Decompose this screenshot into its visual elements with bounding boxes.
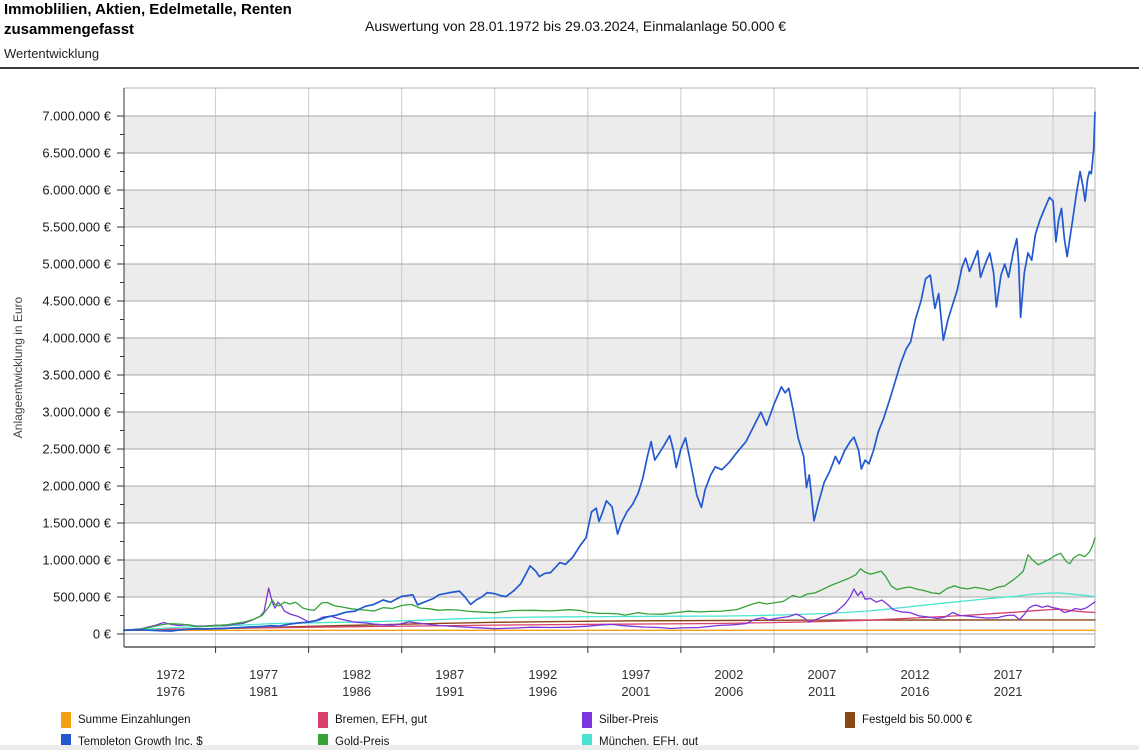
y-tick-label: 1.000.000 € [42, 553, 111, 568]
legend-label: Festgeld bis 50.000 € [862, 714, 972, 726]
x-tick-label-bottom: 2016 [901, 684, 930, 699]
x-tick-label-top: 2017 [994, 667, 1023, 682]
y-tick-label: 4.000.000 € [42, 331, 111, 346]
plot-bands [124, 116, 1095, 597]
plot-band [124, 338, 1095, 375]
x-tick-label-top: 1972 [156, 667, 185, 682]
legend-item-silber-preis: Silber-Preis [582, 712, 658, 728]
legend-swatch-summe-einzahlungen [61, 712, 71, 728]
series-line-gold-preis [123, 537, 1096, 631]
legend-item-summe-einzahlungen: Summe Einzahlungen [61, 712, 191, 728]
plot-band [124, 190, 1095, 227]
x-tick-label-bottom: 1991 [435, 684, 464, 699]
plot-band [124, 116, 1095, 153]
x-tick-label-top: 2012 [901, 667, 930, 682]
y-axis-title: Anlageentwicklung in Euro [11, 296, 25, 438]
evaluation-range-text: Auswertung von 28.01.1972 bis 29.03.2024… [365, 18, 787, 34]
page-title-line2: zusammengefasst [4, 21, 135, 38]
y-tick-label: 6.000.000 € [42, 183, 111, 198]
x-tick-label-top: 1997 [621, 667, 650, 682]
y-tick-label: 1.500.000 € [42, 516, 111, 531]
y-tick-label: 2.500.000 € [42, 442, 111, 457]
page-subtitle: Wertentwicklung [4, 46, 100, 61]
y-tick-label: 500.000 € [53, 590, 112, 605]
x-tick-label-bottom: 2011 [808, 684, 836, 699]
y-tick-label: 5.000.000 € [42, 257, 111, 272]
legend-item-festgeld-bis-50000: Festgeld bis 50.000 € [845, 712, 972, 728]
y-axis: 0 € 500.000 € 1.000.000 € 1.500.000 € 2.000.… [11, 88, 125, 647]
series-line-bremen-efh-gut [123, 608, 1096, 631]
page-title-line1: Immoblilien, Aktien, Edelmetalle, Renten [4, 1, 292, 18]
legend-swatch-gold-preis [318, 734, 328, 750]
plot-band [124, 412, 1095, 449]
plot-band [124, 264, 1095, 301]
x-tick-label-top: 1987 [435, 667, 464, 682]
x-tick-label-bottom: 1976 [156, 684, 185, 699]
legend-swatch-festgeld-bis-50000 [845, 712, 855, 728]
y-tick-label: 3.000.000 € [42, 405, 111, 420]
legend-label: Bremen, EFH, gut [335, 714, 428, 726]
x-tick-label-top: 2002 [714, 667, 743, 682]
x-tick-label-bottom: 1981 [249, 684, 278, 699]
series-line-muenchen-efh-gut [123, 592, 1096, 631]
header-divider [0, 67, 1139, 69]
y-tick-label: 4.500.000 € [42, 294, 111, 309]
x-tick-label-top: 2007 [807, 667, 836, 682]
series-lines [123, 111, 1096, 632]
x-tick-label-bottom: 2006 [714, 684, 743, 699]
x-tick-label-bottom: 2001 [621, 684, 650, 699]
y-tick-label: 2.000.000 € [42, 479, 111, 494]
vertical-gridlines [215, 88, 1054, 647]
y-tick-label: 5.500.000 € [42, 220, 111, 235]
y-tick-label: 3.500.000 € [42, 368, 111, 383]
y-tick-label: 6.500.000 € [42, 146, 111, 161]
x-tick-label-top: 1977 [249, 667, 278, 682]
plot-band [124, 560, 1095, 597]
legend-swatch-bremen-efh-gut [318, 712, 328, 728]
legend-swatch-templeton-growth-inc [61, 734, 71, 750]
legend-swatch-muenchen-efh-gut [582, 734, 592, 750]
x-tick-label-top: 1982 [342, 667, 371, 682]
horizontal-gridlines [124, 115, 1095, 635]
legend-item-bremen-efh-gut: Bremen, EFH, gut [318, 712, 427, 728]
bottom-strip [0, 745, 1139, 750]
legend-label: Silber-Preis [599, 714, 659, 726]
x-tick-label-bottom: 2021 [994, 684, 1023, 699]
x-axis: 1972 1976 1977 1981 1982 1986 1987 1991 1992 1996… [124, 646, 1095, 699]
legend-label: Summe Einzahlungen [78, 714, 191, 726]
series-line-templeton-growth-inc [123, 111, 1096, 632]
x-tick-label-top: 1992 [528, 667, 557, 682]
y-tick-label: 0 € [93, 627, 112, 642]
legend-swatch-silber-preis [582, 712, 592, 728]
x-tick-label-bottom: 1996 [528, 684, 557, 699]
x-tick-label-bottom: 1986 [342, 684, 371, 699]
y-tick-label: 7.000.000 € [42, 109, 111, 124]
